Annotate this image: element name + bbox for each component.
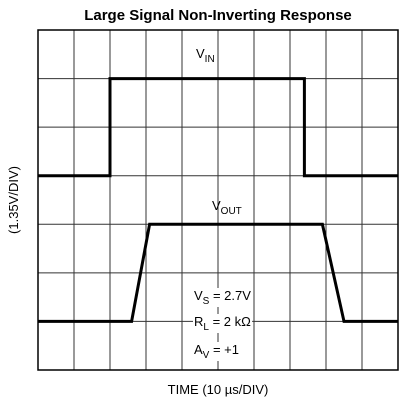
annotation-base: V <box>196 46 205 61</box>
annotation-base: R <box>194 314 203 329</box>
annotation-subscript: V <box>203 350 210 361</box>
annotation-base: V <box>212 198 221 213</box>
annotation-rest: = 2.7V <box>209 288 251 303</box>
chart-title: Large Signal Non-Inverting Response <box>84 7 352 24</box>
y-axis-label: (1.35V/DIV) <box>6 166 21 234</box>
plot-border <box>37 29 399 371</box>
annotation-subscript: S <box>203 296 210 307</box>
x-axis-label: TIME (10 µs/DIV) <box>168 382 269 397</box>
annotation: AV = +1 <box>194 342 239 361</box>
waveform <box>38 222 398 323</box>
waveform <box>38 77 398 178</box>
annotation-base: V <box>194 288 203 303</box>
annotation: VOUT <box>212 198 242 217</box>
annotation-subscript: OUT <box>221 206 242 217</box>
annotation: RL = 2 kΩ <box>194 314 251 333</box>
annotation-subscript: L <box>203 322 209 333</box>
annotation-background <box>193 342 240 361</box>
annotation-base: A <box>194 342 203 357</box>
annotation: VIN <box>196 46 215 65</box>
annotation-subscript: IN <box>205 54 215 65</box>
annotation-background <box>193 314 253 333</box>
annotation-rest: = 2 kΩ <box>209 314 251 329</box>
annotation-background <box>193 288 253 307</box>
annotation-rest: = +1 <box>209 342 239 357</box>
annotation: VS = 2.7V <box>194 288 251 307</box>
